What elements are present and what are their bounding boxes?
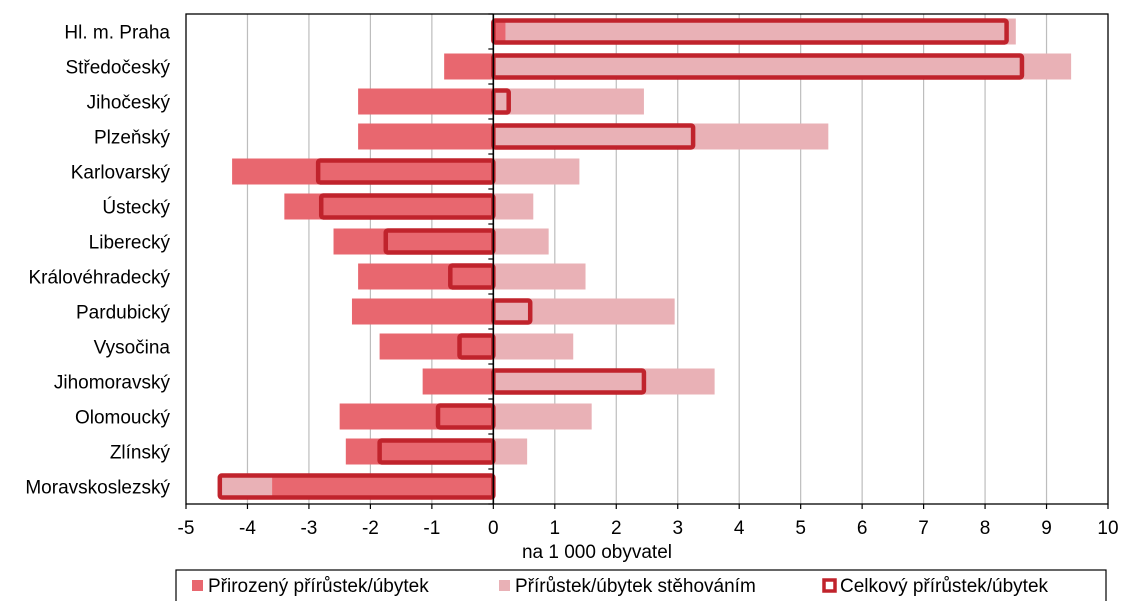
bar-natural (358, 123, 494, 150)
bar-migration (493, 263, 586, 290)
x-tick-label: 3 (672, 518, 683, 539)
category-label: Pardubický (76, 303, 170, 324)
category-label: Karlovarský (71, 163, 171, 184)
category-label: Hl. m. Praha (64, 23, 170, 44)
x-tick-label: 4 (734, 518, 745, 539)
bar-migration (493, 333, 574, 360)
plot-frame (185, 13, 1109, 505)
bar-natural (358, 88, 494, 115)
bar-natural (345, 438, 494, 465)
bar-migration (493, 193, 534, 220)
x-tick-labels: -5 -4 -3 -2 -1 0 1 2 3 4 5 6 7 8 9 10 (178, 504, 1119, 539)
x-tick-label: -1 (423, 518, 440, 539)
category-label: Jihočeský (87, 93, 171, 114)
x-tick-label: 8 (980, 518, 991, 539)
category-label: Plzeňský (94, 128, 171, 149)
category-label: Vysočina (94, 338, 171, 359)
x-tick-label: 2 (611, 518, 622, 539)
x-tick-label: 7 (918, 518, 929, 539)
legend-swatch (499, 580, 510, 591)
bar-migration (505, 18, 1016, 45)
category-label: Ústecký (102, 197, 170, 219)
bar-natural (339, 403, 494, 430)
x-tick-label: -4 (239, 518, 256, 539)
bar-migration (493, 158, 580, 185)
legend-label: Celkový přírůstek/úbytek (840, 576, 1049, 597)
bar-migration (493, 298, 675, 325)
bar-natural (232, 158, 494, 185)
bar-migration (493, 228, 549, 255)
x-tick-label: -5 (178, 518, 195, 539)
bar-migration (493, 53, 1072, 80)
bar-natural (422, 368, 494, 395)
grid (246, 14, 1048, 504)
x-tick-label: 0 (488, 518, 499, 539)
legend: Přirozený přírůstek/úbytek Přírůstek/úbyt… (175, 569, 1107, 601)
legend-label: Přirozený přírůstek/úbytek (208, 576, 429, 597)
y-tick-labels: Hl. m. Praha Středočeský Jihočeský Plzeňský… (25, 23, 170, 499)
bar-migration (493, 403, 592, 430)
x-tick-label: 9 (1041, 518, 1052, 539)
category-label: Olomoucký (75, 408, 171, 429)
bar-natural (444, 53, 494, 80)
x-tick-label: 5 (795, 518, 806, 539)
x-tick-label: 6 (857, 518, 868, 539)
bar-natural (333, 228, 494, 255)
x-tick-label: -2 (362, 518, 379, 539)
bar-natural (272, 473, 494, 500)
bar-natural (351, 298, 494, 325)
category-label: Královéhradecký (28, 268, 170, 289)
legend-label: Přírůstek/úbytek stěhováním (515, 576, 756, 597)
x-tick-label: -3 (300, 518, 317, 539)
x-tick-label: 1 (550, 518, 561, 539)
bar-natural (358, 263, 494, 290)
bar-natural (493, 18, 506, 45)
legend-frame (175, 569, 1107, 601)
category-label: Liberecký (89, 233, 171, 254)
bar-migration (493, 368, 715, 395)
legend-swatch (192, 580, 203, 591)
category-label: Moravskoslezský (25, 478, 170, 499)
bars (217, 13, 1072, 505)
bar-migration (493, 88, 644, 115)
category-label: Jihomoravský (54, 373, 171, 394)
x-tick-label: 10 (1097, 518, 1118, 539)
category-label: Zlínský (110, 443, 171, 464)
bar-natural (379, 333, 494, 360)
x-axis-title: na 1 000 obyvatel (522, 542, 672, 563)
bar-migration (219, 473, 273, 500)
bar-migration (493, 438, 528, 465)
bar-migration (493, 123, 829, 150)
legend-swatch (822, 578, 837, 593)
category-label: Středočeský (65, 58, 170, 79)
